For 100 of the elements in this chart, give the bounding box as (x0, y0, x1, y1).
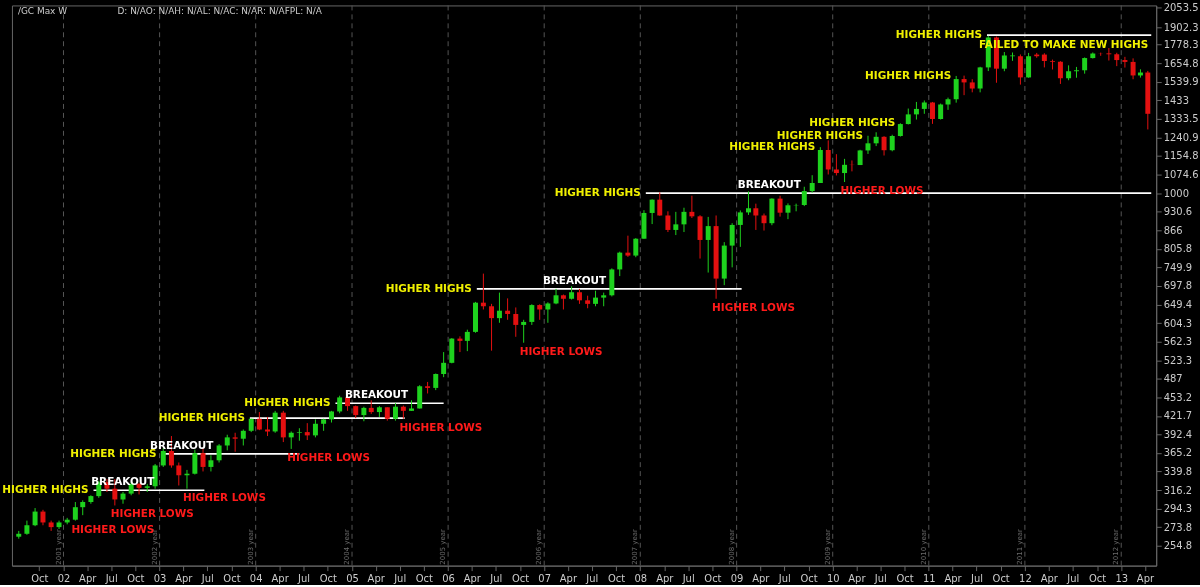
x-tick-label: Oct (319, 573, 337, 585)
candlestick (160, 447, 166, 468)
x-tick-label: Oct (800, 573, 818, 585)
annotation: HIGHER LOWS (399, 420, 483, 433)
annotation: HIGHER HIGHS (865, 68, 952, 81)
x-tick-label: Oct (607, 573, 626, 585)
annotation: BREAKOUT (737, 178, 802, 191)
candlestick (296, 427, 302, 442)
y-tick-label: 562.3 (1163, 336, 1193, 348)
annotation: HIGHER HIGHS (895, 28, 982, 41)
x-tick-label: 11 (922, 573, 936, 585)
y-tick-label: 1333.5 (1163, 113, 1199, 125)
candlestick (216, 443, 222, 463)
x-tick-label: Jul (873, 573, 887, 585)
candlestick (729, 222, 735, 268)
candlestick (441, 351, 447, 378)
annotation: HIGHER HIGHS (554, 186, 641, 199)
x-tick-label: 08 (634, 573, 648, 585)
y-tick-label: 604.3 (1163, 317, 1193, 329)
candlestick (953, 75, 959, 104)
candlestick (1017, 53, 1023, 86)
x-tick-label: 03 (153, 573, 167, 585)
y-tick-label: 866 (1163, 224, 1183, 236)
x-tick-label: Jul (297, 573, 311, 585)
annotation: HIGHER LOWS (182, 490, 266, 503)
candlestick (777, 195, 783, 218)
candlestick (272, 410, 278, 434)
y-tick-label: 421.7 (1163, 410, 1193, 422)
candlestick (72, 501, 78, 522)
annotation: BREAKOUT (542, 273, 608, 286)
candlestick (1122, 56, 1128, 69)
candlestick (192, 449, 198, 475)
x-tick-label: Oct (31, 573, 49, 585)
candlestick (32, 507, 38, 527)
x-tick-label: Jul (777, 573, 791, 585)
y-tick-label: 1902.3 (1163, 21, 1199, 33)
y-tick-label: 749.9 (1163, 261, 1193, 273)
y-tick-label: 1539.9 (1163, 76, 1199, 88)
annotation: HIGHER HIGHS (244, 396, 331, 409)
candlestick (48, 520, 54, 532)
y-tick-label: 1000 (1163, 187, 1189, 199)
y-tick-label: 1154.8 (1163, 150, 1199, 162)
x-tick-label: Apr (1136, 573, 1155, 585)
chart-title: /GC Max W (17, 6, 68, 17)
x-tick-label: Apr (271, 573, 290, 585)
x-tick-label: Apr (79, 573, 98, 585)
y-tick-label: 1654.8 (1163, 57, 1199, 69)
annotation: HIGHER HIGHS (776, 128, 864, 141)
candlestick (681, 207, 687, 233)
candlestick (833, 153, 839, 176)
candlestick (977, 66, 983, 93)
y-tick-label: 805.8 (1163, 243, 1193, 255)
x-tick-label: 04 (249, 573, 263, 585)
x-tick-label: Jul (1066, 573, 1080, 585)
candlestick (842, 158, 848, 183)
candlestick (825, 139, 831, 175)
annotation: HIGHER HIGHS (158, 411, 245, 424)
x-tick-label: Oct (896, 573, 914, 585)
candlestick (697, 214, 703, 260)
y-tick-label: 697.8 (1163, 280, 1193, 292)
candlestick (665, 210, 671, 233)
y-tick-label: 294.3 (1163, 503, 1193, 515)
x-tick-label: Jul (969, 573, 983, 585)
y-tick-label: 1778.3 (1163, 39, 1199, 51)
x-tick-label: Jul (489, 573, 503, 585)
y-tick-label: 316.2 (1163, 484, 1193, 496)
candlestick (1057, 60, 1063, 85)
candlestick (1026, 52, 1032, 79)
x-tick-label: Oct (992, 573, 1010, 585)
candlestick (625, 235, 631, 258)
y-tick-label: 1240.9 (1163, 131, 1199, 143)
x-tick-label: Apr (175, 573, 194, 585)
annotation: HIGHER LOWS (519, 344, 603, 357)
x-tick-label: Jul (681, 573, 695, 585)
x-tick-label: Apr (367, 573, 386, 585)
x-tick-label: Jul (104, 573, 118, 585)
candlestick (673, 211, 679, 236)
x-tick-label: 10 (826, 573, 840, 585)
candlestick (1130, 57, 1136, 80)
candlestick (745, 190, 751, 216)
x-tick-label: Jul (393, 573, 407, 585)
x-tick-label: Apr (944, 573, 963, 585)
x-tick-label: Apr (848, 573, 867, 585)
candlestick (617, 251, 623, 277)
candlestick (457, 335, 463, 353)
x-tick-label: 02 (57, 573, 71, 585)
annotation: HIGHER HIGHS (2, 483, 89, 496)
x-tick-label: Apr (656, 573, 675, 585)
y-tick-label: 273.8 (1163, 521, 1193, 533)
x-tick-label: Oct (127, 573, 145, 585)
candlestick (521, 319, 527, 344)
y-tick-label: 649.4 (1163, 298, 1193, 310)
x-tick-label: 12 (1019, 573, 1032, 585)
x-tick-label: Jul (585, 573, 599, 585)
candlestick (496, 292, 502, 324)
candlestick (737, 209, 743, 248)
x-tick-label: 07 (538, 573, 552, 585)
x-tick-label: 06 (442, 573, 455, 585)
candlestick (1010, 51, 1015, 62)
annotation: HIGHER LOWS (712, 300, 796, 313)
